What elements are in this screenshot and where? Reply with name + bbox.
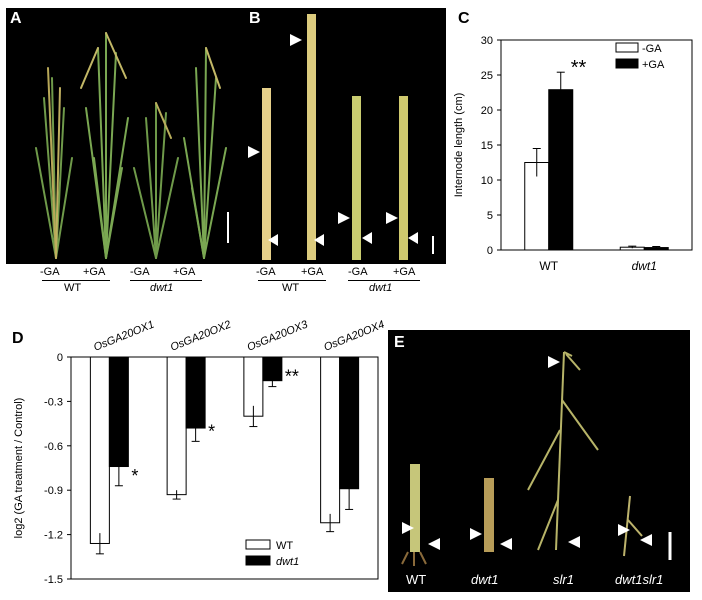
chart-d-ytick-label: -1.5 (44, 574, 63, 586)
treatment-label-a-4: +GA (173, 266, 196, 278)
chart-d-legend-label: dwt1 (276, 556, 299, 568)
panel-e-stems-image (401, 351, 672, 566)
plant-dwt1-plus-ga (183, 47, 227, 259)
group-underline-b-dwt1 (348, 280, 420, 281)
stem-dwt1-minus-ga (352, 96, 361, 260)
plant-wt-plus-ga (80, 32, 129, 259)
chart-c-ytick-label: 15 (481, 140, 493, 152)
panel-a-photo (6, 8, 244, 264)
stem-wt-plus-ga (307, 14, 316, 260)
treatment-label-b-3: -GA (348, 266, 368, 278)
chart-c-legend-label: -GA (642, 43, 662, 55)
stem-wt-minus-ga (262, 88, 271, 260)
group-label-a-wt: WT (64, 282, 82, 294)
arrowheads-b (248, 34, 418, 246)
group-label-b-wt: WT (282, 282, 300, 294)
chart-c-ytick-label: 30 (481, 35, 493, 47)
group-label-a-dwt1: dwt1 (150, 282, 174, 294)
chart-d-legend-swatch (245, 539, 271, 550)
chart-d-significance: ** (285, 367, 299, 387)
stem-e-wt (401, 464, 427, 566)
treatment-label-b-1: -GA (256, 266, 276, 278)
chart-c-ylabel: Internode length (cm) (453, 93, 465, 198)
chart-d-legend-swatch (245, 555, 271, 566)
group-underline-a-dwt1 (130, 280, 202, 281)
panel-e-label: E (394, 334, 405, 351)
arrowheads-e (402, 356, 652, 550)
group-underline-a-wt (42, 280, 110, 281)
group-label-b-dwt1: dwt1 (369, 282, 393, 294)
sample-label-dwt1slr1: dwt1slr1 (615, 572, 664, 587)
chart-d-significance: * (131, 466, 138, 486)
chart-c-ytick-label: 0 (487, 245, 493, 257)
chart-d-xtick-label: OsGA20OX1 (92, 319, 156, 354)
chart-c-legend-swatch (615, 58, 639, 69)
plant-dwt1-minus-ga (133, 102, 179, 259)
chart-c-legend-swatch (615, 42, 639, 53)
chart-d-xtick-label: OsGA20OX4 (322, 319, 386, 354)
chart-d-significance: * (208, 421, 215, 441)
sample-label-dwt1: dwt1 (471, 572, 499, 587)
chart-d-ylabel: log2 (GA treatment / Control) (13, 398, 25, 539)
chart-c-bar (548, 89, 574, 251)
panel-b-label: B (249, 10, 261, 27)
chart-c-xtick-label: WT (539, 259, 558, 273)
panel-e-photo (388, 330, 690, 592)
panel-b-photo (244, 8, 446, 264)
panel-c-label: C (458, 10, 470, 27)
treatment-label-a-3: -GA (130, 266, 150, 278)
chart-c-bar (524, 162, 550, 251)
treatment-label-b-4: +GA (393, 266, 416, 278)
stem-e-slr1 (527, 351, 599, 551)
treatment-label-b-2: +GA (301, 266, 324, 278)
sample-label-wt: WT (406, 572, 427, 587)
chart-d-legend-label: WT (276, 540, 293, 552)
chart-d-xtick-label: OsGA20OX2 (169, 319, 233, 354)
internode-length-chart: 0 5 10 15 20 25 30 Internode length (cm) WT ** dwt… (453, 35, 693, 273)
stem-dwt1-plus-ga (399, 96, 408, 260)
chart-c-ytick-label: 20 (481, 105, 493, 117)
chart-d-ytick-label: 0 (57, 352, 63, 364)
chart-c-legend-label: +GA (642, 59, 665, 71)
chart-d-bar (166, 356, 187, 496)
sample-label-slr1: slr1 (553, 572, 574, 587)
panel-b-stems-image (248, 14, 434, 260)
stem-e-dwt1 (484, 478, 494, 552)
chart-d-bar (89, 356, 110, 544)
chart-d-ytick-label: -1.2 (44, 530, 63, 542)
chart-d-bar (320, 356, 341, 524)
panel-a-label: A (10, 10, 22, 27)
treatment-label-a-2: +GA (83, 266, 106, 278)
chart-c-ytick-label: 25 (481, 70, 493, 82)
group-underline-b-wt (258, 280, 326, 281)
treatment-label-a-1: -GA (40, 266, 60, 278)
chart-d-frame (70, 356, 379, 580)
chart-d-ytick-label: -0.3 (44, 396, 63, 408)
ga20ox-expression-chart: 0 -0.3 -0.6 -0.9 -1.2 -1.5 log2 (GA treatment … (13, 318, 386, 586)
panel-a-plants-image (35, 32, 229, 259)
stem-e-dwt1slr1 (623, 495, 643, 557)
chart-d-ytick-label: -0.9 (44, 485, 63, 497)
chart-d-xtick-label: OsGA20OX3 (246, 318, 311, 354)
chart-c-ytick-label: 5 (487, 210, 493, 222)
plant-wt-minus-ga (35, 67, 73, 259)
chart-d-ytick-label: -0.6 (44, 441, 63, 453)
chart-c-xtick-label: dwt1 (632, 259, 657, 273)
panel-d-label: D (12, 330, 24, 347)
chart-c-ytick-label: 10 (481, 175, 493, 187)
chart-c-significance: ** (571, 57, 587, 79)
